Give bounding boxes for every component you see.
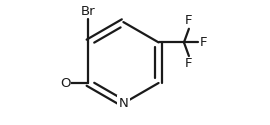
- Text: N: N: [119, 97, 128, 110]
- Text: F: F: [185, 58, 193, 70]
- Text: Br: Br: [81, 5, 96, 18]
- Text: O: O: [60, 76, 70, 90]
- Text: F: F: [185, 14, 193, 27]
- Text: F: F: [200, 36, 207, 49]
